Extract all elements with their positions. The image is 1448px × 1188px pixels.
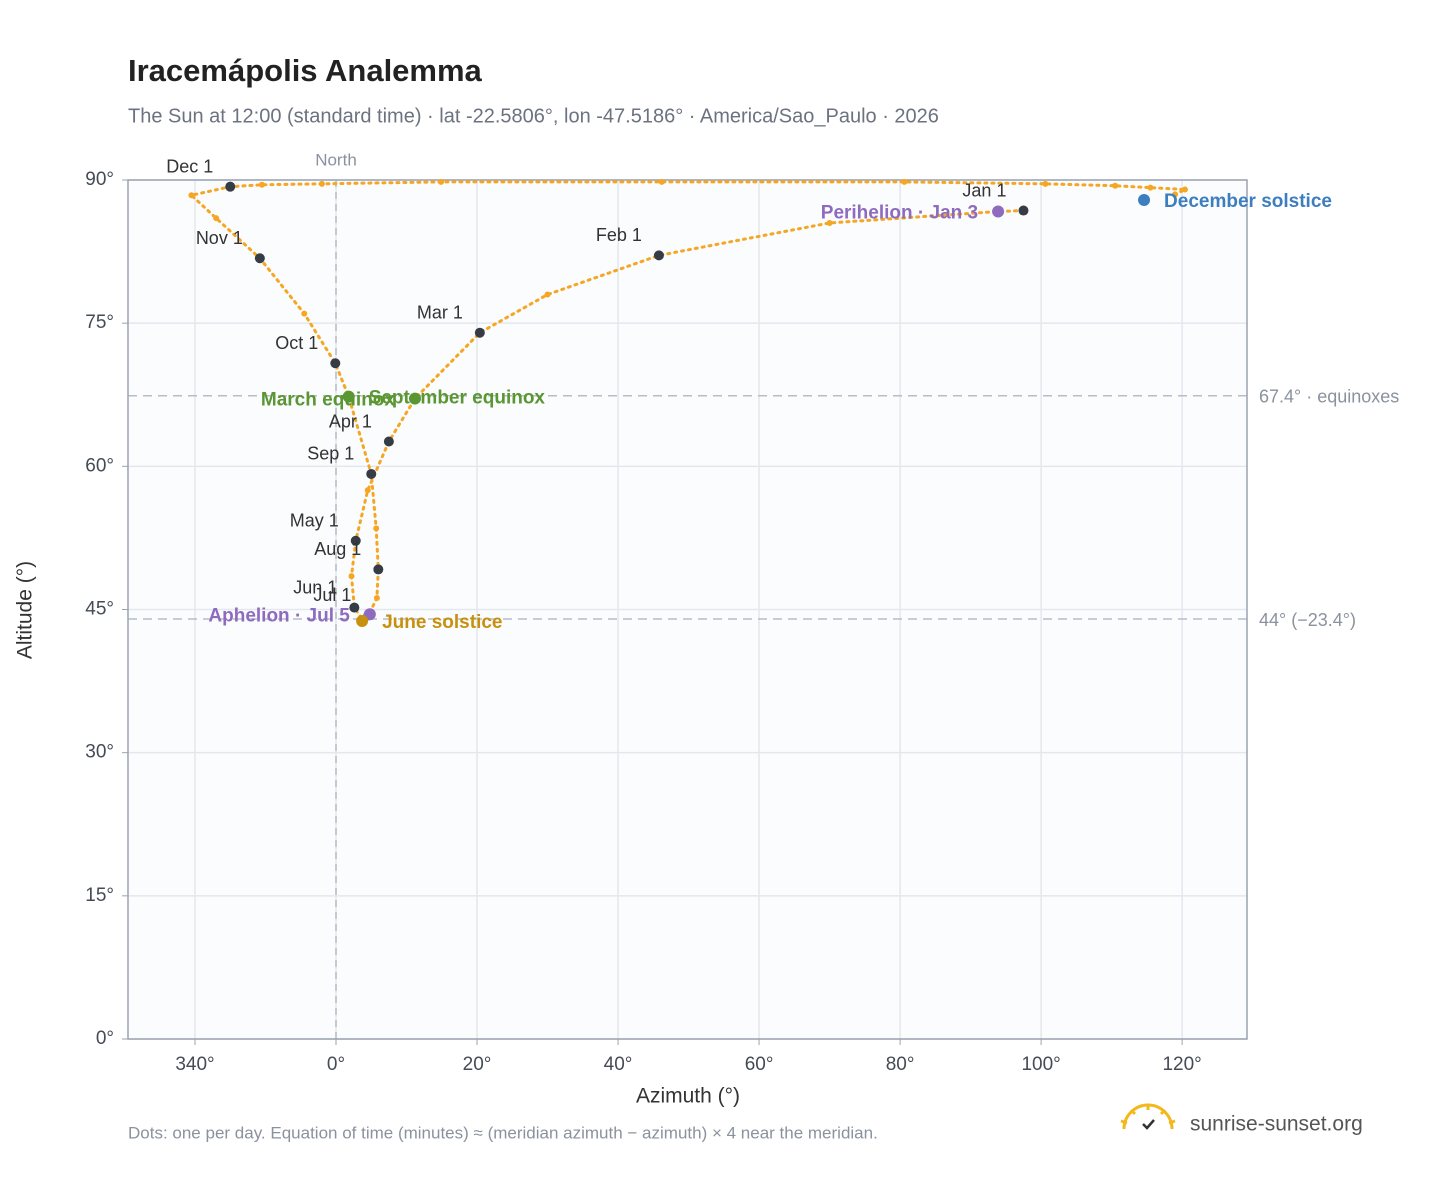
day-dot	[318, 180, 325, 187]
event-marker	[342, 390, 355, 403]
brand-logo	[1120, 1103, 1176, 1130]
x-tick-label: 60°	[745, 1054, 774, 1075]
month-marker	[349, 602, 360, 613]
day-dot	[658, 178, 665, 185]
month-label: Dec 1	[166, 156, 213, 176]
month-label: Jun 1	[293, 577, 337, 597]
day-dot	[373, 525, 380, 532]
month-label: Jul 1	[313, 585, 351, 605]
y-tick-label: 60°	[85, 455, 114, 476]
plot-frame	[127, 179, 1248, 1040]
north-label: North	[315, 150, 357, 169]
y-tick-label: 0°	[96, 1028, 114, 1049]
month-marker	[1018, 205, 1029, 216]
y-tick-label: 45°	[85, 599, 114, 620]
y-tick-label: 15°	[85, 885, 114, 906]
x-tick-label: 100°	[1021, 1054, 1060, 1075]
day-dot	[826, 219, 833, 226]
month-label: Sep 1	[307, 444, 354, 464]
day-dot	[348, 573, 355, 580]
month-marker	[254, 253, 265, 264]
footnote: Dots: one per day. Equation of time (min…	[128, 1123, 878, 1142]
month-marker	[653, 250, 664, 261]
month-marker	[225, 181, 236, 192]
event-label: Perihelion · Jan 3	[821, 203, 978, 224]
event-marker	[408, 392, 421, 405]
brand: sunrise-sunset.org	[1190, 1113, 1363, 1136]
reference-label: 44° (−23.4°)	[1259, 610, 1356, 630]
month-label: Feb 1	[596, 225, 642, 245]
month-marker	[373, 564, 384, 575]
x-tick-label: 20°	[463, 1054, 492, 1075]
month-marker	[474, 327, 485, 338]
day-dot	[1112, 182, 1119, 189]
day-dot	[213, 215, 220, 222]
day-dot	[544, 291, 551, 298]
month-label: Aug 1	[314, 539, 361, 559]
x-axis-label: Azimuth (°)	[636, 1085, 740, 1108]
reference-label: 67.4° · equinoxes	[1259, 386, 1399, 406]
event-marker	[363, 608, 376, 621]
month-label: May 1	[290, 511, 339, 531]
x-tick-label: 80°	[886, 1054, 915, 1075]
event-marker	[356, 614, 369, 627]
event-label: December solstice	[1164, 191, 1332, 212]
month-label: Mar 1	[417, 302, 463, 322]
day-dot	[364, 487, 371, 494]
day-dot	[301, 310, 308, 317]
month-marker	[383, 436, 394, 447]
y-tick-label: 90°	[85, 169, 114, 190]
day-dot	[1147, 184, 1154, 191]
month-label: Jan 1	[962, 180, 1006, 200]
x-tick-label: 0°	[327, 1054, 345, 1075]
chart-subtitle: The Sun at 12:00 (standard time) · lat -…	[128, 105, 939, 127]
month-label: Apr 1	[329, 411, 372, 431]
day-dot	[438, 178, 445, 185]
y-axis-label: Altitude (°)	[14, 561, 37, 659]
day-dot	[1172, 191, 1179, 198]
month-marker	[350, 535, 361, 546]
x-tick-label: 120°	[1162, 1054, 1201, 1075]
event-label: September equinox	[369, 388, 546, 409]
day-dot	[258, 181, 265, 188]
day-dot	[901, 178, 908, 185]
chart-title: Iracemápolis Analemma	[128, 53, 483, 88]
day-dot	[188, 192, 195, 199]
month-label: Nov 1	[196, 228, 243, 248]
event-label: March equinox	[261, 390, 396, 411]
x-tick-label: 340°	[175, 1054, 214, 1075]
day-dot	[1181, 186, 1188, 193]
month-marker	[330, 358, 341, 369]
event-label: Aphelion · Jul 5	[208, 605, 350, 626]
event-marker	[992, 205, 1005, 218]
day-dot	[373, 595, 380, 602]
event-label: June solstice	[382, 612, 502, 633]
x-tick-label: 40°	[604, 1054, 633, 1075]
month-marker	[366, 468, 377, 479]
event-marker	[1138, 194, 1151, 207]
month-label: Oct 1	[275, 333, 318, 353]
y-tick-label: 75°	[85, 312, 114, 333]
y-tick-label: 30°	[85, 742, 114, 763]
day-dot	[1042, 180, 1049, 187]
